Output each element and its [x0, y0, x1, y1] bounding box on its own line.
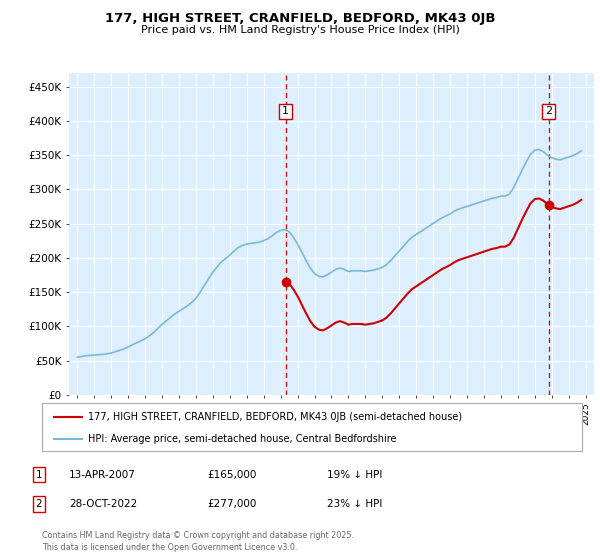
Text: 23% ↓ HPI: 23% ↓ HPI [327, 499, 382, 509]
Text: HPI: Average price, semi-detached house, Central Bedfordshire: HPI: Average price, semi-detached house,… [88, 434, 397, 444]
Text: 19% ↓ HPI: 19% ↓ HPI [327, 470, 382, 480]
Text: 177, HIGH STREET, CRANFIELD, BEDFORD, MK43 0JB (semi-detached house): 177, HIGH STREET, CRANFIELD, BEDFORD, MK… [88, 412, 462, 422]
Text: 13-APR-2007: 13-APR-2007 [69, 470, 136, 480]
Text: 177, HIGH STREET, CRANFIELD, BEDFORD, MK43 0JB: 177, HIGH STREET, CRANFIELD, BEDFORD, MK… [105, 12, 495, 25]
Text: 28-OCT-2022: 28-OCT-2022 [69, 499, 137, 509]
Text: £277,000: £277,000 [207, 499, 256, 509]
Text: 1: 1 [282, 106, 289, 116]
Text: Contains HM Land Registry data © Crown copyright and database right 2025.
This d: Contains HM Land Registry data © Crown c… [42, 531, 354, 552]
Text: 1: 1 [35, 470, 43, 480]
Text: 2: 2 [35, 499, 43, 509]
Text: £165,000: £165,000 [207, 470, 256, 480]
Text: Price paid vs. HM Land Registry's House Price Index (HPI): Price paid vs. HM Land Registry's House … [140, 25, 460, 35]
Text: 2: 2 [545, 106, 553, 116]
